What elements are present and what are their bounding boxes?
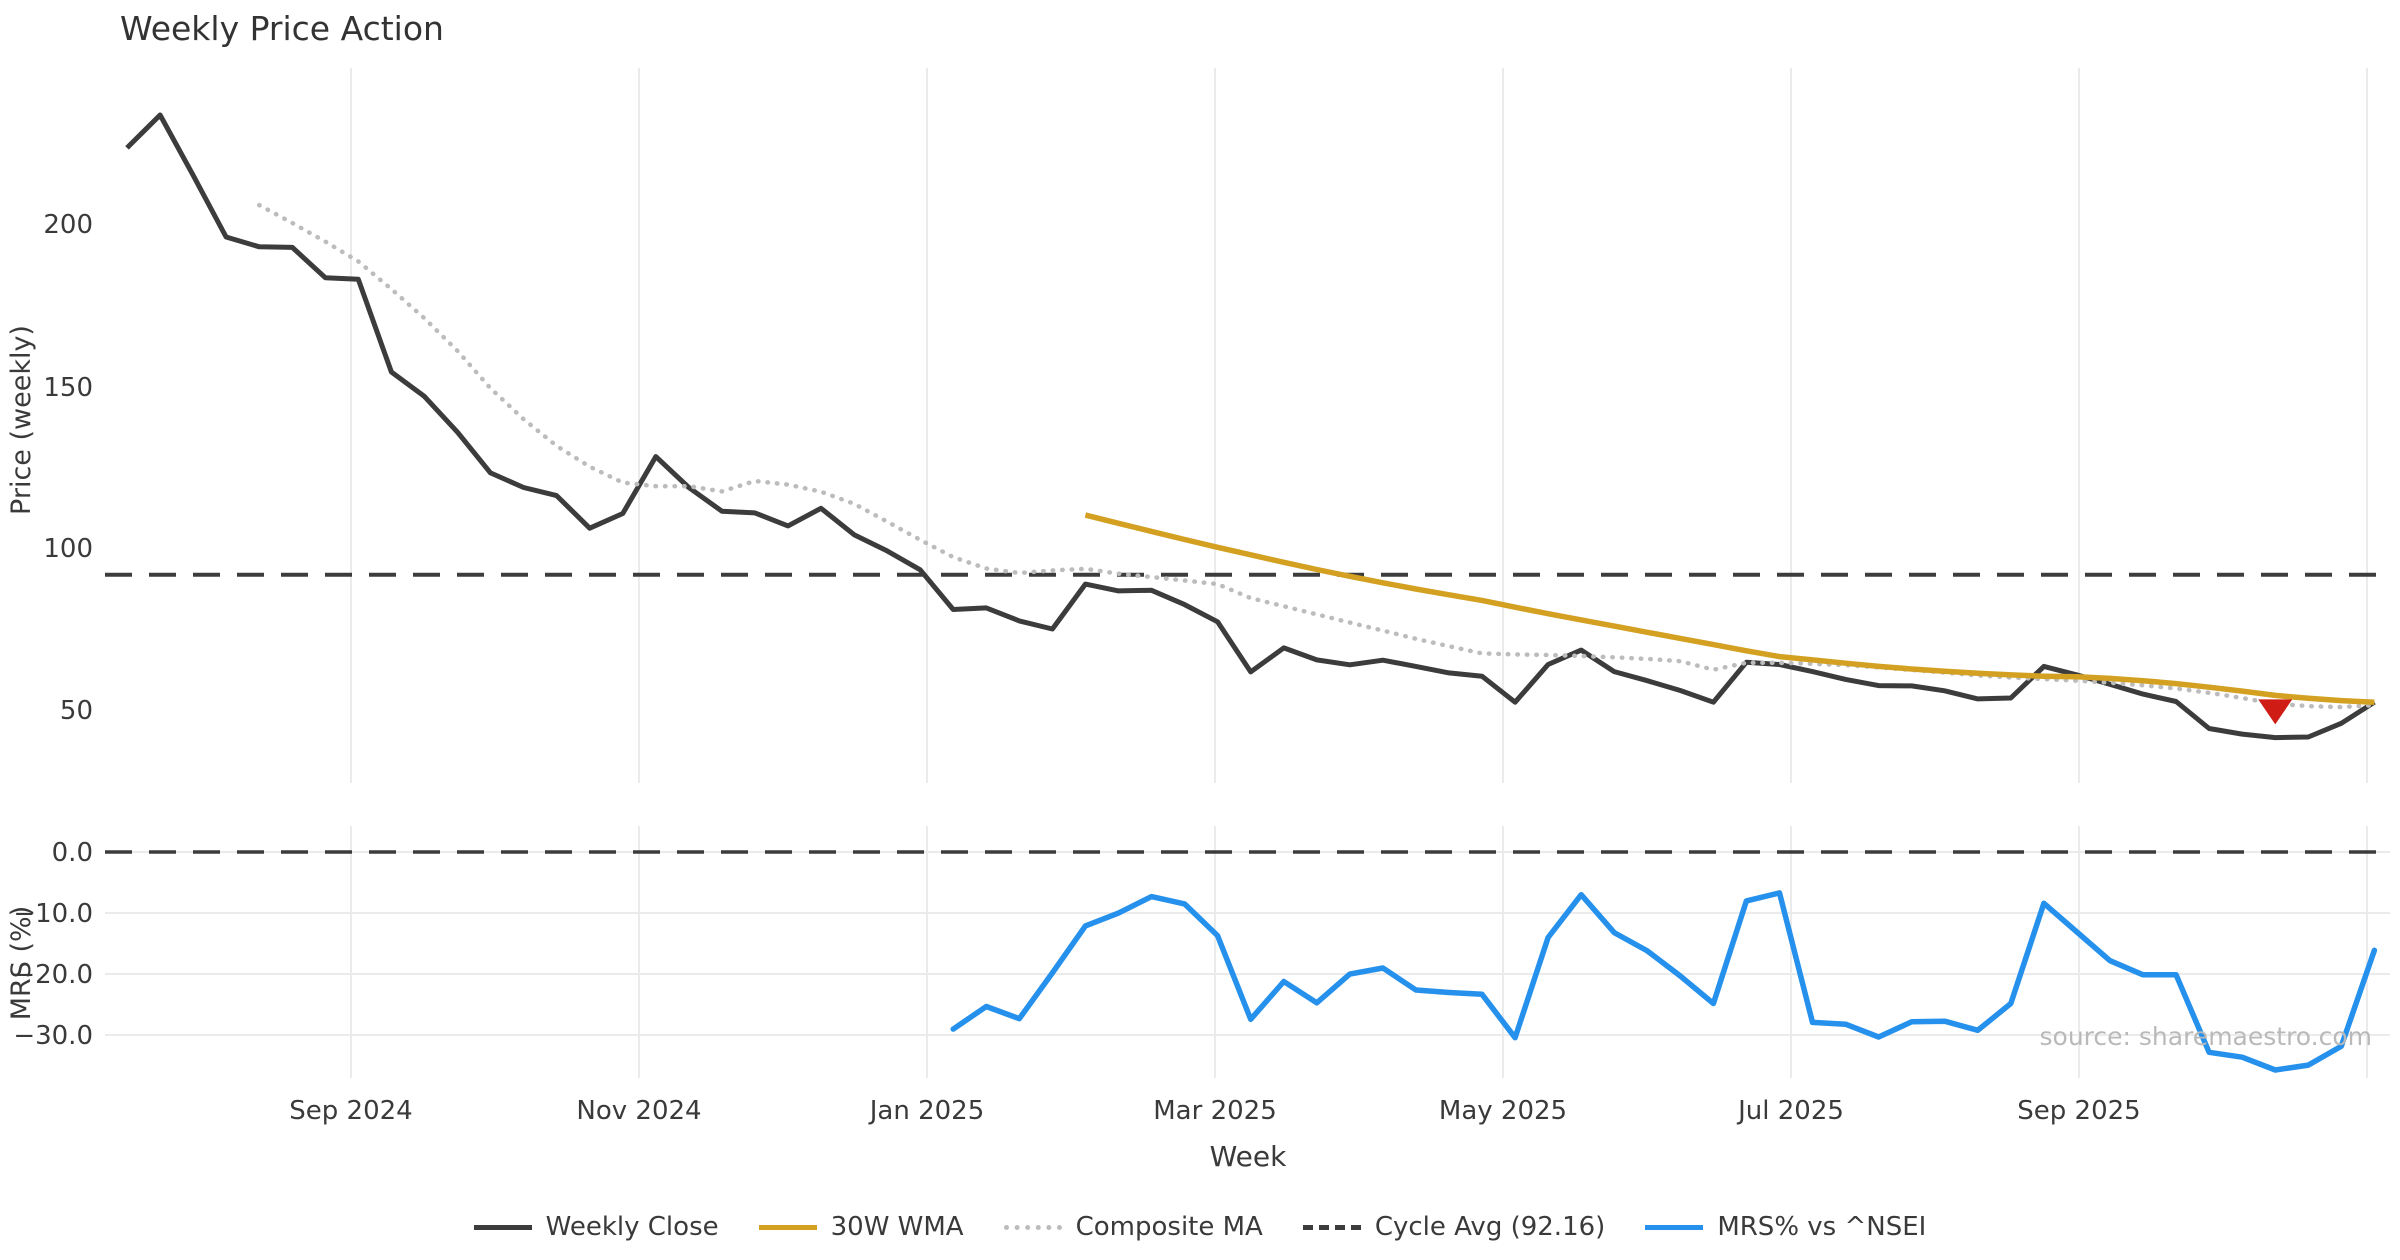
x-tick-label: Jul 2025 xyxy=(1736,1096,1844,1126)
legend-label: MRS% vs ^NSEI xyxy=(1717,1212,1927,1242)
legend-label: Weekly Close xyxy=(545,1212,719,1242)
legend-swatch-solid-icon xyxy=(1645,1224,1704,1230)
x-tick-label: Sep 2024 xyxy=(289,1096,412,1126)
sell-signal-triangle-icon xyxy=(2258,699,2293,725)
x-tick-label: Nov 2024 xyxy=(576,1096,701,1126)
price-y-tick-label: 200 xyxy=(43,210,93,240)
tick-labels-layer: Sep 2024 Nov 2024 Jan 2025 Mar 2025 May 2025… xyxy=(13,210,2140,1126)
series-layer xyxy=(125,112,2378,1073)
chart-title: Weekly Price Action xyxy=(120,9,444,48)
mrs-axis-label: MRS (%) xyxy=(6,906,37,1021)
x-tick-label: May 2025 xyxy=(1439,1096,1567,1126)
x-tick-label: Sep 2025 xyxy=(2017,1096,2140,1126)
weekly-close-line xyxy=(125,112,2376,741)
x-axis-label: Week xyxy=(1210,1140,1287,1173)
price-axis-label: Price (weekly) xyxy=(6,325,37,515)
source-watermark: source: sharemaestro.com xyxy=(2040,1022,2373,1051)
mrs-y-tick-label: −30.0 xyxy=(13,1021,93,1051)
wma-30w-line xyxy=(1084,512,2375,705)
chart-legend: Weekly Close 30W WMA Composite MA Cycle Avg… xyxy=(0,1202,2400,1252)
x-tick-label: Jan 2025 xyxy=(868,1096,985,1126)
gridlines-layer xyxy=(105,68,2390,1078)
marker-layer xyxy=(2258,699,2293,725)
legend-item-30w-wma: 30W WMA xyxy=(758,1212,964,1242)
legend-item-cycle-avg-92-16-: Cycle Avg (92.16) xyxy=(1302,1212,1606,1242)
legend-swatch-solid-icon xyxy=(473,1224,532,1230)
price-y-tick-label: 50 xyxy=(60,696,93,726)
legend-swatch-dashed-icon xyxy=(1302,1224,1361,1230)
legend-label: 30W WMA xyxy=(830,1212,964,1242)
mrs-y-tick-label: −20.0 xyxy=(13,960,93,990)
composite-ma-line xyxy=(256,202,2377,710)
mrs-y-tick-label: 0.0 xyxy=(52,838,93,868)
mrs-y-tick-label: −10.0 xyxy=(13,899,93,929)
reference-lines-layer xyxy=(105,572,2390,854)
price-y-tick-label: 100 xyxy=(43,534,93,564)
legend-item-mrs-vs-nsei: MRS% vs ^NSEI xyxy=(1645,1212,1926,1242)
x-tick-label: Mar 2025 xyxy=(1153,1096,1277,1126)
legend-item-weekly-close: Weekly Close xyxy=(473,1212,719,1242)
mrs-line xyxy=(950,890,2378,1073)
legend-swatch-solid-icon xyxy=(758,1224,817,1230)
legend-label: Composite MA xyxy=(1075,1212,1263,1242)
price-y-tick-label: 150 xyxy=(43,373,93,403)
legend-item-composite-ma: Composite MA xyxy=(1003,1212,1263,1242)
legend-swatch-dotted-icon xyxy=(1003,1224,1062,1230)
legend-label: Cycle Avg (92.16) xyxy=(1374,1212,1606,1242)
